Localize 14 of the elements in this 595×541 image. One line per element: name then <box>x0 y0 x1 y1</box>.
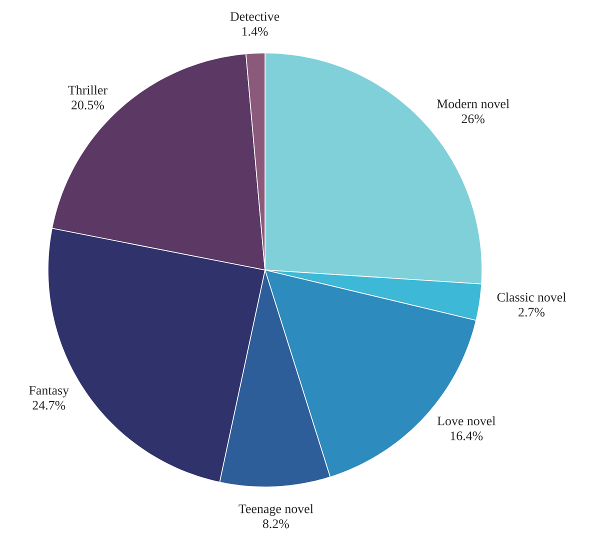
slice-label: Detective <box>230 12 280 21</box>
slice-label: Love novel <box>437 416 496 426</box>
slice-label: Modern novel <box>436 99 510 108</box>
data-label: 8.2% <box>262 519 289 528</box>
data-label: 16.4% <box>450 432 483 440</box>
slice-label: Fantasy <box>29 386 69 398</box>
slice-label: Teenage novel <box>238 504 314 516</box>
data-label: 20.5% <box>72 100 104 110</box>
slice-label: Classic novel <box>497 292 566 302</box>
data-label: 2.7% <box>518 308 545 317</box>
data-label: 1.4% <box>242 27 268 36</box>
data-label: 24.7% <box>32 400 66 410</box>
slice-label: Thriller <box>68 85 108 94</box>
data-label: 26% <box>462 114 485 124</box>
